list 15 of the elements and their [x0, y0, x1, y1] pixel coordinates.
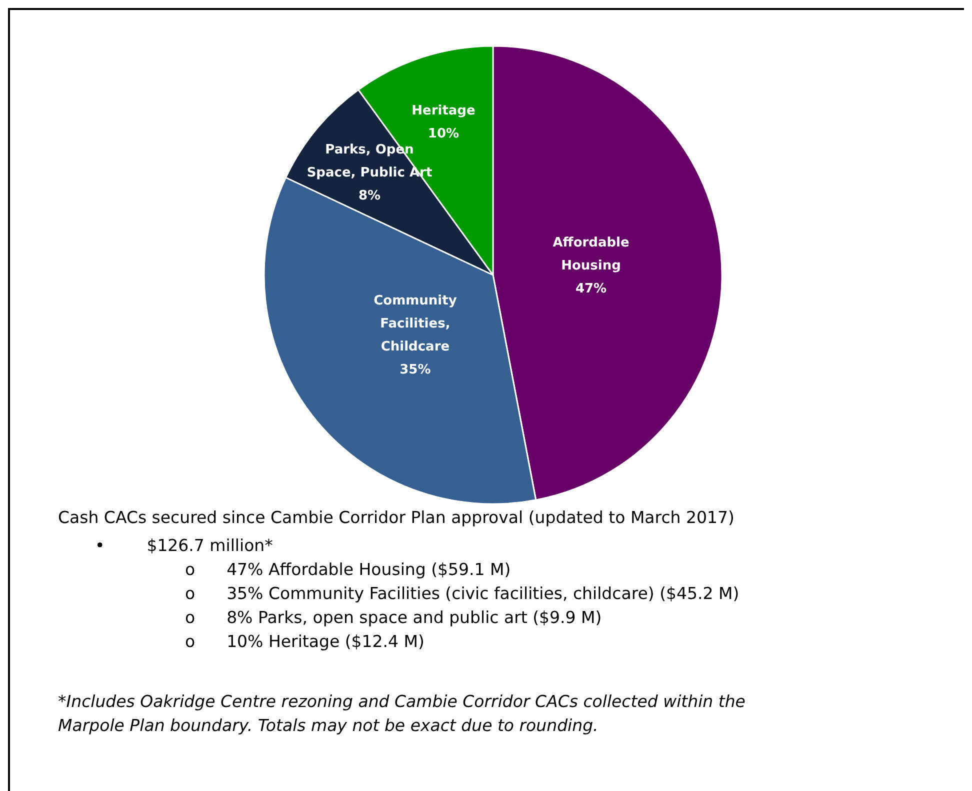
text: *Includes Oakridge Centre rezoning and Cambie Corridor CACs collected within the	[58, 692, 746, 711]
slice-label: Heritage	[412, 104, 476, 119]
data-label: 47%	[575, 281, 607, 296]
text: o 47% Affordable Housing ($59.1 M)	[185, 560, 511, 579]
text: Cash CACs secured since Cambie Corridor Plan approval (updated to March 2017)	[58, 508, 734, 527]
data-label: 35%	[400, 362, 431, 378]
text: • $126.7 million*	[95, 536, 273, 555]
text: o 35% Community Facilities (civic facilities, childcare) ($45.2 M)	[185, 584, 740, 603]
data-label: 10%	[428, 126, 460, 142]
text: o 8% Parks, open space and public art ($9.9 M)	[185, 608, 602, 627]
slice-label: Community Facilities, Childcare	[374, 293, 458, 354]
slice-label: Affordable Housing	[552, 235, 630, 274]
text: Marpole Plan boundary. Totals may not be exact due to rounding.	[58, 716, 598, 735]
data-label: 8%	[358, 188, 381, 204]
text: o 10% Heritage ($12.4 M)	[185, 632, 424, 651]
